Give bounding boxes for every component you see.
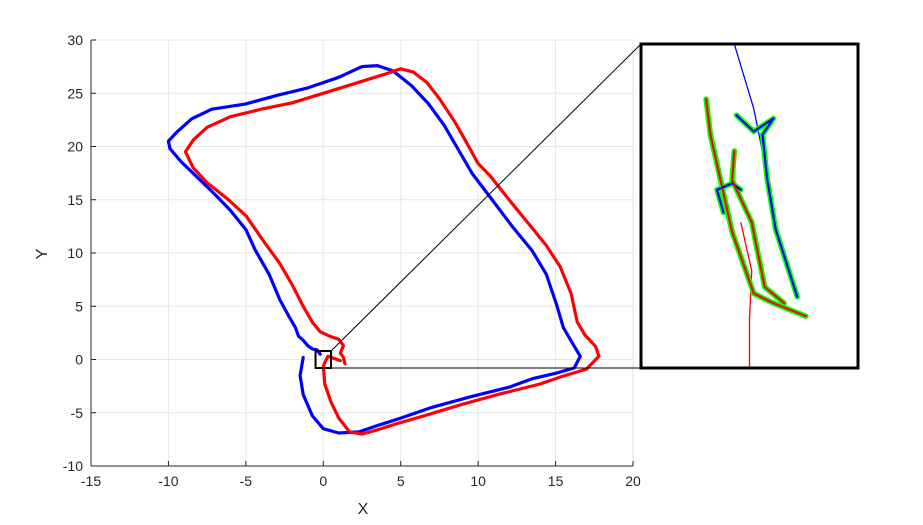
series-layer	[166, 63, 601, 436]
zoom-indicator	[314, 43, 642, 370]
zoom-box	[314, 349, 333, 370]
y-tick-label: 10	[67, 245, 83, 261]
x-tick-label: 15	[548, 473, 564, 489]
inset-red-thin-line	[740, 222, 753, 368]
y-tick-label: -5	[71, 405, 84, 421]
y-tick-label: 25	[67, 85, 83, 101]
y-tick-label: 30	[67, 32, 83, 48]
x-tick-label: -15	[81, 473, 101, 489]
y-tick-label: 5	[75, 298, 83, 314]
x-tick-label: 10	[470, 473, 486, 489]
x-tick-label: 20	[625, 473, 641, 489]
x-tick-label: -10	[158, 473, 178, 489]
connector-line-top	[330, 43, 642, 352]
x-tick-label: 0	[319, 473, 327, 489]
y-tick-label: 0	[75, 352, 83, 368]
y-tick-label: 20	[67, 139, 83, 155]
inset-trajectory-2	[731, 149, 786, 305]
y-tick-label: -10	[63, 458, 83, 474]
x-tick-label: -5	[240, 473, 253, 489]
inset-trajectory-1	[716, 182, 742, 214]
x-tick-label: 5	[397, 473, 405, 489]
inset-trajectory-0	[705, 98, 807, 318]
axes	[90, 39, 634, 467]
inset-panel	[639, 42, 860, 370]
inset-trajectory-3	[735, 114, 799, 298]
inset-border	[639, 42, 860, 370]
grid	[90, 39, 634, 467]
series-line-1	[166, 63, 582, 435]
y-axis-label: Y	[34, 248, 51, 259]
series-line-2	[183, 67, 601, 436]
x-axis-label: X	[358, 501, 369, 518]
y-tick-label: 15	[67, 192, 83, 208]
